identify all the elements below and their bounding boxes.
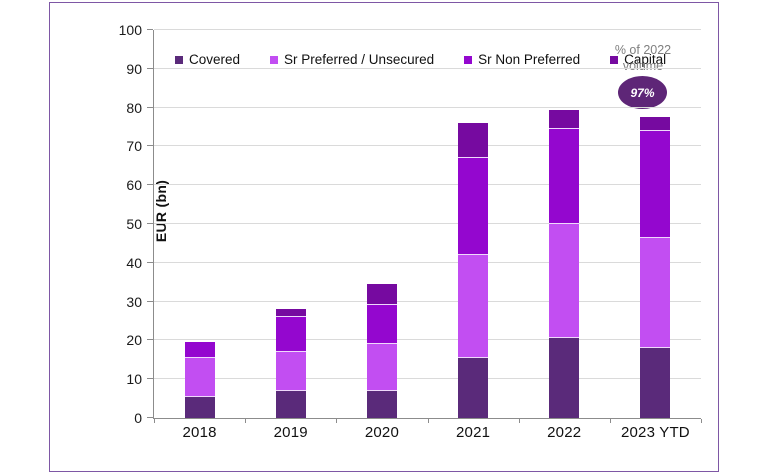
x-tick-label: 2023 YTD bbox=[620, 424, 690, 441]
bar-segment-covered bbox=[275, 390, 306, 418]
gridline bbox=[154, 29, 701, 30]
legend-marker bbox=[610, 55, 619, 64]
y-tick-label: 100 bbox=[118, 22, 142, 38]
legend-item-sr-preferred-unsecured: Sr Preferred / Unsecured bbox=[270, 52, 434, 67]
y-axis-tick bbox=[147, 300, 153, 302]
bar-segment-sr-non-preferred bbox=[640, 130, 671, 238]
bar-segment-capital bbox=[640, 117, 671, 131]
legend-marker bbox=[175, 55, 183, 64]
legend-label: Capital bbox=[624, 52, 667, 67]
x-axis-tick bbox=[518, 419, 520, 423]
bar-segment-sr-non-preferred bbox=[366, 305, 397, 345]
bar-group bbox=[336, 30, 427, 418]
bar-segment-sr-preferred-unsecured bbox=[275, 352, 306, 391]
bar-segment-covered bbox=[458, 357, 489, 418]
bar-segment-capital bbox=[275, 309, 306, 318]
y-axis-tick bbox=[147, 223, 153, 224]
legend: Covered Sr Preferred / Unsecured Sr Non Pr… bbox=[175, 52, 666, 67]
y-axis-tick bbox=[147, 378, 153, 380]
gridline bbox=[154, 67, 701, 69]
annotation-badge: 97% bbox=[618, 76, 667, 109]
y-tick-label: 20 bbox=[126, 332, 142, 349]
y-axis-tick bbox=[147, 339, 153, 341]
legend-item-sr-non-preferred: Sr Non Preferred bbox=[464, 52, 580, 67]
gridline bbox=[154, 184, 701, 186]
y-tick-label: 10 bbox=[126, 371, 142, 388]
legend-label: Covered bbox=[189, 52, 241, 67]
bar-segment-covered bbox=[366, 390, 397, 418]
x-axis-tick bbox=[245, 419, 247, 423]
bar-segment-sr-non-preferred bbox=[184, 342, 215, 358]
y-axis-tick bbox=[147, 417, 153, 418]
y-axis-tick bbox=[147, 261, 153, 263]
x-axis-tick bbox=[609, 419, 611, 423]
bar-segment-capital bbox=[458, 123, 489, 159]
bar-segment-sr-non-preferred bbox=[549, 128, 580, 224]
bar-segment-covered bbox=[640, 348, 671, 418]
y-tick-label: 50 bbox=[126, 216, 142, 232]
y-tick-label: 80 bbox=[126, 99, 142, 116]
bar-group bbox=[245, 30, 336, 418]
gridline bbox=[154, 106, 701, 108]
plot-area: Covered Sr Preferred / Unsecured Sr Non Pr… bbox=[119, 22, 702, 441]
bar-segment-capital bbox=[366, 284, 397, 306]
legend-marker bbox=[464, 55, 473, 64]
annotation-badge-text: 97% bbox=[630, 85, 655, 100]
bar-group bbox=[610, 30, 701, 418]
gridline bbox=[154, 223, 701, 224]
legend-item-capital: Capital bbox=[610, 52, 666, 67]
bar-segment-sr-preferred-unsecured bbox=[640, 237, 671, 349]
x-tick-label: 2019 bbox=[273, 424, 308, 441]
y-axis-tick bbox=[147, 184, 153, 186]
bar-segment-sr-non-preferred bbox=[275, 317, 306, 353]
bar-segment-sr-non-preferred bbox=[458, 158, 489, 256]
gridline bbox=[154, 145, 701, 147]
x-axis-tick bbox=[154, 419, 155, 423]
bar-group bbox=[519, 30, 610, 418]
x-tick-label: 2018 bbox=[182, 424, 217, 441]
y-tick-label: 60 bbox=[126, 177, 142, 194]
bar-segment-sr-preferred-unsecured bbox=[458, 255, 489, 358]
gridline bbox=[154, 300, 701, 302]
bar-segment-covered bbox=[549, 338, 580, 418]
bar-group bbox=[428, 30, 519, 418]
y-axis-tick bbox=[147, 67, 153, 69]
y-axis-tick bbox=[147, 106, 153, 108]
annotation-label: % of 2022 volume bbox=[614, 43, 672, 74]
x-axis-tick bbox=[336, 419, 338, 423]
x-axis-tick bbox=[427, 419, 429, 423]
y-axis-tick bbox=[147, 29, 153, 30]
gridline bbox=[154, 339, 701, 341]
legend-label: Sr Preferred / Unsecured bbox=[284, 52, 435, 67]
y-tick-label: 70 bbox=[126, 138, 142, 155]
bar-group bbox=[154, 30, 245, 418]
y-axis-tick bbox=[147, 145, 153, 147]
legend-label: Sr Non Preferred bbox=[478, 52, 581, 67]
gridline bbox=[154, 261, 701, 263]
y-tick-label: 30 bbox=[126, 293, 142, 310]
y-tick-label: 40 bbox=[126, 254, 142, 271]
bar-segment-covered bbox=[184, 396, 215, 418]
y-tick-label: 90 bbox=[126, 60, 142, 77]
bar-segment-sr-preferred-unsecured bbox=[366, 344, 397, 391]
x-tick-label: 2020 bbox=[364, 424, 399, 441]
chart-frame: EUR (bn) Covered Sr Preferred / Unsecured… bbox=[49, 2, 719, 472]
bar-segment-sr-preferred-unsecured bbox=[549, 224, 580, 339]
x-tick-label: 2021 bbox=[455, 424, 491, 441]
bar-segment-sr-preferred-unsecured bbox=[184, 357, 215, 397]
legend-marker bbox=[270, 55, 279, 64]
bar-segment-capital bbox=[549, 109, 580, 129]
y-tick-label: 0 bbox=[134, 410, 142, 426]
legend-item-covered: Covered bbox=[175, 52, 240, 67]
x-tick-label: 2022 bbox=[547, 424, 582, 441]
x-axis-tick bbox=[701, 419, 702, 423]
gridline bbox=[154, 378, 701, 380]
